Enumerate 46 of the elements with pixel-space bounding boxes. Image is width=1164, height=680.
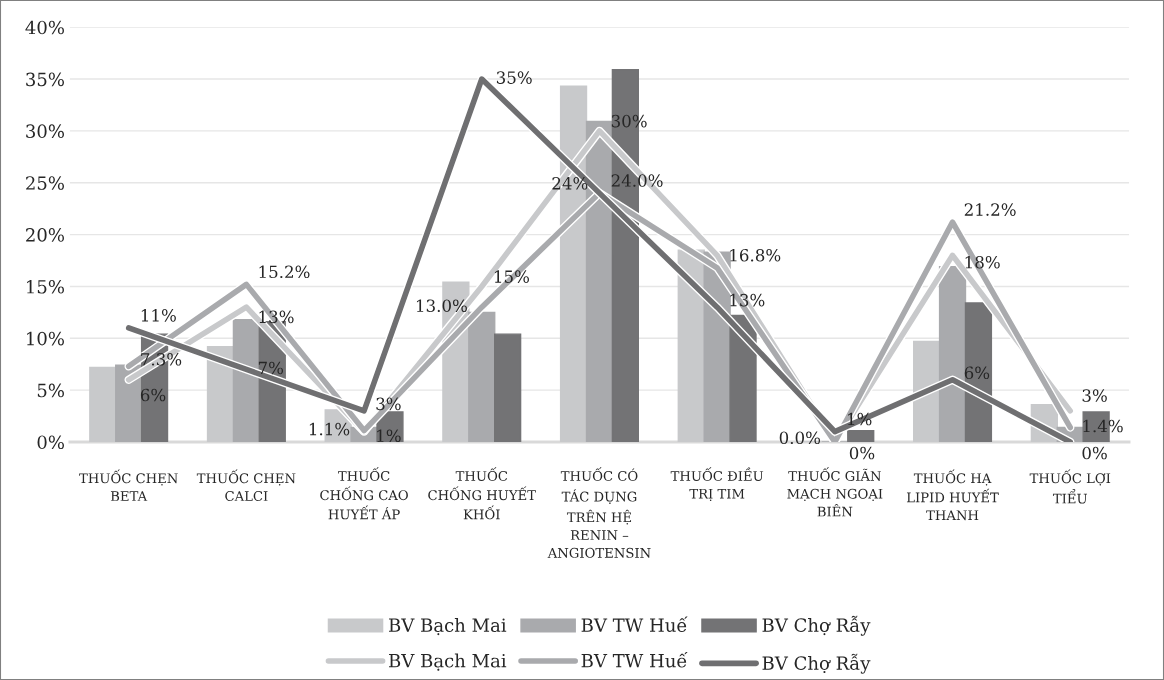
y-tick-label: 30%	[26, 124, 64, 139]
data-label: 6%	[140, 388, 166, 402]
y-tick-label: 20%	[26, 228, 64, 242]
y-tick-label: 40%	[25, 20, 64, 35]
legend-label: BV Bạch Mai	[389, 653, 507, 671]
data-label: 24%	[552, 177, 588, 190]
y-tick-label: 25%	[26, 176, 64, 190]
data-label: 15.2%	[259, 265, 310, 279]
x-tick-label: THUỐC CÓ TÁC DỤNG TRÊN HỆ RENIN – ANGIOTENSIN	[547, 467, 651, 558]
data-label: 15%	[494, 270, 529, 283]
data-label: 1%	[377, 429, 401, 443]
legend-label: BV TW Huế	[581, 616, 688, 632]
data-label: 7.3%	[141, 352, 182, 366]
data-label: 35%	[496, 71, 532, 84]
x-tick-label: THUỐC CHẸN BETA	[79, 469, 178, 501]
y-tick-label: 5%	[37, 383, 64, 398]
data-label: 7%	[258, 361, 284, 375]
x-tick-label: THUỐC LỢI TIỂU	[1029, 469, 1111, 504]
data-label: 0.0%	[779, 431, 821, 445]
y-tick-label: 0%	[37, 435, 64, 450]
data-label: 6%	[964, 366, 990, 380]
legend-label: BV TW Huế	[581, 652, 688, 668]
data-label: 3%	[376, 397, 401, 411]
data-label: 0%	[1082, 446, 1107, 460]
data-label: 1.1%	[309, 422, 350, 436]
data-label: 13%	[730, 293, 765, 307]
legend-label: BV Chợ Rẫy	[762, 615, 871, 636]
y-tick-label: 10%	[27, 331, 64, 346]
data-label: 16.8%	[730, 248, 781, 262]
legend-label: BV Chợ Rẫy	[762, 653, 871, 674]
x-tick-label: THUỐC CHẸN CALCI	[196, 469, 296, 502]
x-tick-label: THUỐC GIÃN MẠCH NGOẠI BIÊN	[787, 467, 883, 517]
x-tick-label: THUỐC ĐIỀU TRỊ TIM	[670, 467, 764, 502]
data-label: 13%	[259, 310, 294, 324]
x-tick-label: THUỐC HẠ LIPID HUYẾT THANH	[906, 469, 999, 521]
data-label: 18%	[965, 255, 1000, 269]
data-label: 3%	[1082, 389, 1107, 402]
data-label: 11%	[141, 309, 176, 322]
x-tick-label: THUỐC CHỐNG HUYẾT KHỐI	[428, 467, 536, 520]
legend-label: BV Bạch Mai	[389, 618, 507, 636]
y-tick-label: 35%	[26, 72, 64, 87]
x-tick-label: THUỐC CHỐNG CAO HUYẾT ÁP	[320, 467, 408, 520]
y-tick-label: 15%	[27, 279, 64, 294]
data-label: 0%	[849, 446, 875, 460]
data-label: 13.0%	[416, 299, 467, 313]
data-label: 21.2%	[964, 203, 1016, 216]
